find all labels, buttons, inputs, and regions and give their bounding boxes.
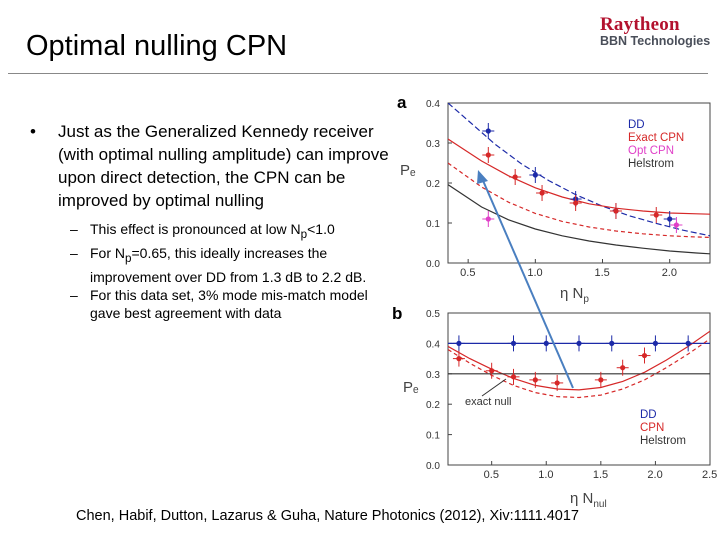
series-line	[448, 162, 710, 238]
y-tick-label: 0.4	[426, 339, 440, 350]
y-tick-label: 0.0	[426, 259, 440, 270]
y-tick-label: 0.1	[426, 431, 440, 442]
y-axis-label: Pₑ	[403, 379, 419, 396]
series-line	[448, 138, 710, 215]
x-axis-label: η Np	[560, 285, 589, 305]
data-point	[652, 340, 659, 346]
data-point	[573, 200, 579, 206]
y-tick-label: 0.2	[426, 400, 440, 411]
annotation-label: exact null	[465, 396, 511, 408]
sub-bullet: – For Np=0.65, this ideally increases th…	[70, 244, 390, 286]
sub-bullet: – This effect is pronounced at low Np<1.…	[70, 220, 390, 244]
legend-entry: DD	[640, 409, 657, 421]
sub-bullet-post: <1.0	[307, 221, 335, 237]
y-tick-label: 0.5	[426, 309, 440, 320]
dash-icon: –	[70, 286, 78, 303]
logo-brand: Raytheon	[600, 14, 680, 35]
data-point	[667, 216, 673, 222]
data-point	[598, 377, 604, 383]
y-axis-label: Pₑ	[400, 162, 416, 179]
link-arrowhead	[477, 170, 488, 184]
data-point	[510, 374, 517, 380]
data-point	[613, 208, 619, 214]
x-axis-label: η Nnul	[570, 490, 607, 510]
bullet-dot-icon: •	[30, 122, 36, 141]
x-tick-label: 0.5	[460, 267, 475, 279]
data-point	[532, 377, 538, 383]
y-tick-label: 0.1	[426, 219, 440, 230]
citation: Chen, Habif, Dutton, Lazarus & Guha, Nat…	[76, 508, 579, 524]
data-point	[653, 212, 659, 218]
data-point	[620, 365, 626, 371]
sub-bullet-list: – This effect is pronounced at low Np<1.…	[30, 220, 390, 322]
x-tick-label: 1.0	[538, 469, 553, 481]
x-tick-label: 2.0	[662, 267, 677, 279]
y-tick-label: 0.2	[426, 179, 440, 190]
x-tick-label: 0.5	[484, 469, 499, 481]
data-point	[543, 340, 549, 346]
legend-entry: Helstrom	[640, 435, 686, 447]
data-point	[685, 340, 691, 346]
slide-title: Optimal nulling CPN	[26, 30, 288, 62]
sub-bullet-post: =0.65, this ideally increases the improv…	[90, 244, 367, 285]
sub-bullet-pre: For this data set, 3% mode mis-match mod…	[90, 286, 368, 321]
x-tick-label: 1.0	[527, 267, 542, 279]
data-point	[485, 152, 491, 158]
panel-label: b	[392, 304, 402, 323]
y-tick-label: 0.3	[426, 139, 440, 150]
data-point	[489, 368, 495, 374]
legend-entry: Exact CPN	[628, 132, 684, 144]
data-point	[512, 174, 518, 180]
plot-area	[448, 330, 710, 399]
data-point	[485, 128, 491, 134]
data-point	[609, 340, 615, 346]
x-tick-label: 1.5	[595, 267, 610, 279]
legend-entry: Helstrom	[628, 158, 674, 170]
dash-icon: –	[70, 221, 78, 237]
data-point	[673, 222, 680, 228]
sub-bullet-sub: p	[125, 251, 132, 265]
data-point	[539, 190, 545, 196]
legend-entry: DD	[628, 119, 645, 131]
bullet-list: • Just as the Generalized Kennedy receiv…	[30, 120, 390, 322]
data-point	[456, 356, 462, 362]
company-logo: Raytheon BBN Technologies	[600, 14, 710, 48]
plot-frame	[447, 312, 711, 466]
plot-area	[448, 103, 710, 255]
data-point	[641, 352, 648, 359]
logo-subtitle: BBN Technologies	[600, 34, 711, 48]
sub-bullet: – For this data set, 3% mode mis-match m…	[70, 286, 390, 322]
legend-entry: CPN	[640, 422, 664, 434]
sub-bullet-pre: For N	[90, 244, 125, 261]
data-point	[485, 216, 491, 222]
dash-icon: –	[70, 244, 78, 261]
legend-entry: Opt CPN	[628, 145, 674, 157]
data-point	[456, 340, 462, 346]
data-point	[532, 172, 538, 178]
main-bullet: • Just as the Generalized Kennedy receiv…	[30, 120, 390, 212]
sub-bullet-sub: p	[300, 227, 308, 241]
link-arrow	[480, 175, 574, 389]
panel-label: a	[397, 93, 407, 112]
y-tick-label: 0.0	[426, 461, 440, 472]
x-tick-label: 1.5	[593, 469, 608, 481]
title-divider	[8, 73, 708, 74]
x-tick-label: 2.5	[702, 469, 717, 481]
series-line	[448, 184, 710, 255]
y-tick-label: 0.3	[426, 370, 440, 381]
annotation-pointer	[481, 378, 507, 397]
data-point	[554, 380, 560, 386]
sub-bullet-pre: This effect is pronounced at low N	[90, 221, 301, 237]
x-tick-label: 2.0	[647, 469, 662, 481]
data-point	[510, 340, 517, 346]
data-point	[576, 340, 582, 346]
y-tick-label: 0.4	[426, 99, 440, 110]
main-bullet-text: Just as the Generalized Kennedy receiver…	[58, 122, 389, 210]
